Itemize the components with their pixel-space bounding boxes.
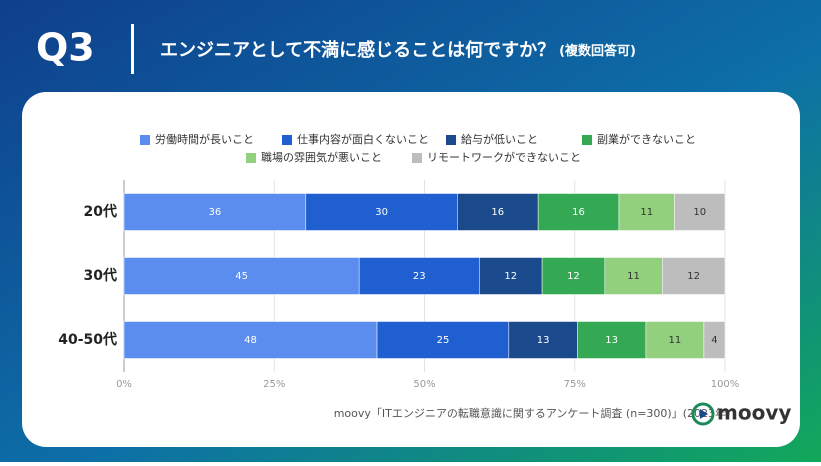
bar-segment — [703, 321, 726, 359]
divider — [131, 24, 134, 74]
legend-label: 職場の雰囲気が悪いこと — [261, 150, 382, 164]
data-label: 4 — [711, 335, 717, 346]
logo-icon — [691, 402, 715, 426]
y-tick-label: 20代 — [84, 203, 117, 220]
legend-label: 労働時間が長いこと — [155, 132, 254, 146]
data-label: 36 — [209, 207, 222, 218]
bar-segment — [479, 257, 543, 295]
bar-segment — [541, 257, 606, 295]
bar-segment — [577, 321, 647, 359]
x-tick-label: 100% — [711, 379, 740, 390]
logo: moovy — [717, 401, 791, 425]
x-tick-label: 0% — [116, 379, 132, 390]
legend-swatch — [582, 135, 592, 145]
bar-segment — [123, 257, 360, 295]
legend-swatch — [412, 153, 422, 163]
data-label: 13 — [537, 335, 550, 346]
bar-segment — [662, 257, 726, 295]
question-note: (複数回答可) — [559, 43, 636, 59]
x-tick-label: 50% — [413, 379, 435, 390]
legend-swatch — [246, 153, 256, 163]
legend-swatch — [282, 135, 292, 145]
x-tick-label: 75% — [564, 379, 586, 390]
legend-label: 副業ができないこと — [597, 132, 696, 146]
data-label: 11 — [640, 207, 653, 218]
data-label: 12 — [687, 271, 700, 282]
bar-segment — [358, 257, 480, 295]
legend-label: リモートワークができないこと — [427, 150, 581, 164]
source: moovy「ITエンジニアの転職意識に関するアンケート調査 (n=300)」(2… — [334, 406, 731, 420]
bar-segment — [376, 321, 510, 359]
x-tick-label: 25% — [263, 379, 285, 390]
legend-label: 給与が低いこと — [461, 132, 538, 146]
legend-swatch — [446, 135, 456, 145]
data-label: 30 — [375, 207, 388, 218]
data-label: 16 — [491, 207, 504, 218]
data-label: 16 — [572, 207, 585, 218]
data-label: 25 — [437, 335, 450, 346]
bar-segment — [604, 257, 663, 295]
data-label: 12 — [567, 271, 580, 282]
y-tick-label: 40-50代 — [58, 331, 117, 348]
bar-segment — [508, 321, 578, 359]
data-label: 45 — [235, 271, 248, 282]
bar-segment — [618, 193, 675, 231]
data-label: 48 — [244, 335, 257, 346]
logo-icon-play — [700, 409, 708, 419]
legend-swatch — [140, 135, 150, 145]
data-label: 13 — [605, 335, 618, 346]
data-label: 23 — [413, 271, 426, 282]
question-text: エンジニアとして不満に感じることは何ですか？ — [160, 39, 555, 61]
bar-segment — [457, 193, 539, 231]
bar-segment — [674, 193, 726, 231]
bar-segment — [123, 193, 307, 231]
bar-segment — [645, 321, 705, 359]
data-label: 10 — [693, 207, 706, 218]
legend-label: 仕事内容が面白くないこと — [297, 132, 429, 146]
question-number: Q3 — [36, 26, 95, 70]
bar-segment — [123, 321, 378, 359]
data-label: 11 — [627, 271, 640, 282]
bar-segment — [305, 193, 458, 231]
data-label: 11 — [669, 335, 682, 346]
y-tick-label: 30代 — [84, 267, 117, 284]
plot: 0% 25% 50% 75% 100% 労働時間が長いこと 仕事内容が面白くないこと 給与が低… — [58, 132, 739, 390]
question-title: エンジニアとして不満に感じることは何ですか？ (複数回答可) — [160, 39, 636, 61]
data-label: 12 — [504, 271, 517, 282]
